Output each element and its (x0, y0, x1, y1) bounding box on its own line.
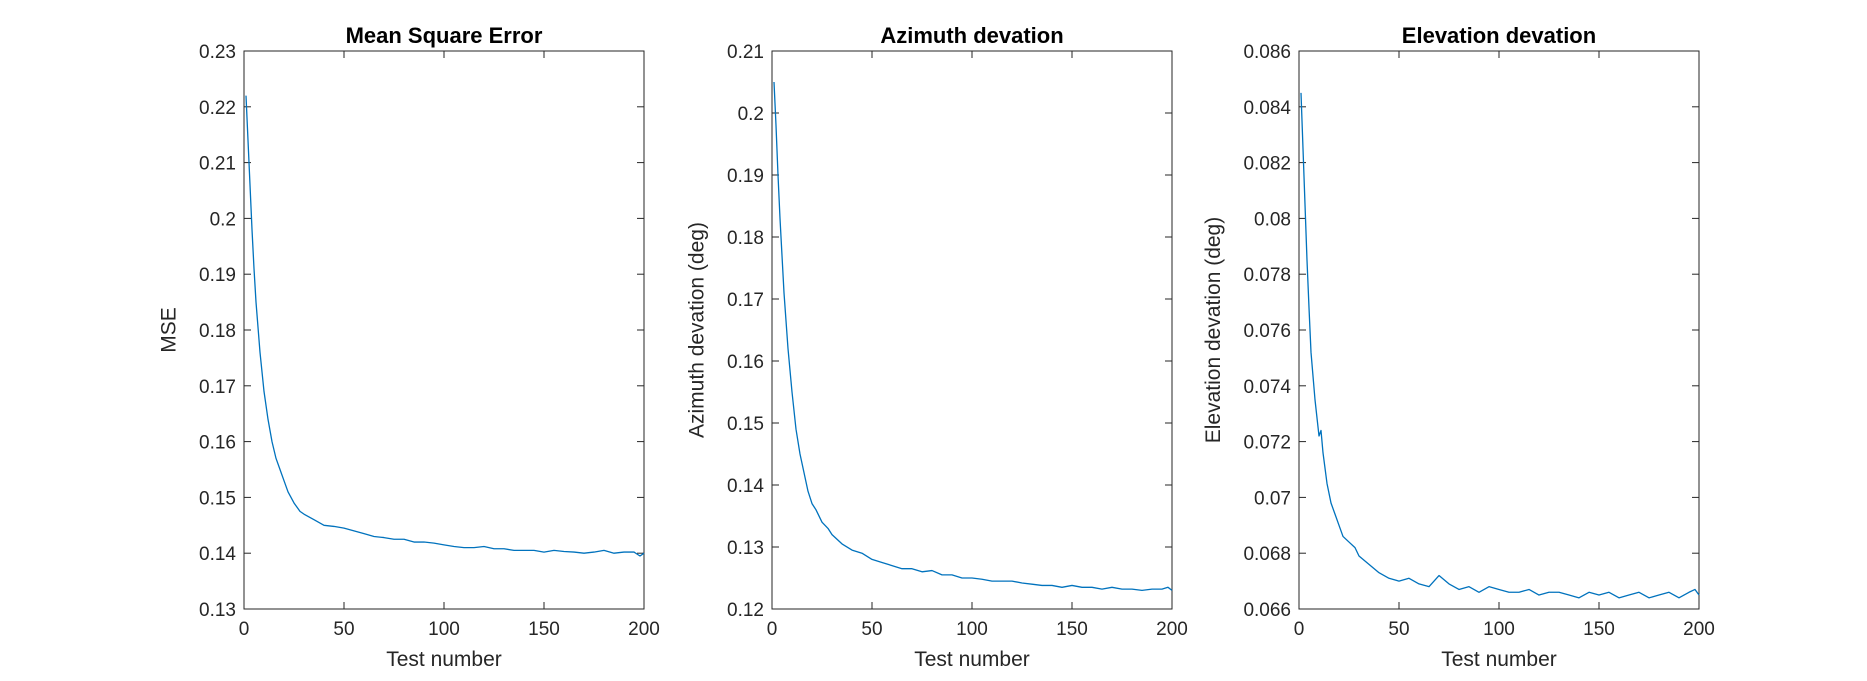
x-tick-label: 100 (956, 619, 988, 640)
y-tick-label: 0.084 (1243, 98, 1291, 119)
x-tick-label: 150 (528, 619, 560, 640)
x-tick-label: 100 (1483, 619, 1515, 640)
x-tick-label: 50 (861, 619, 882, 640)
y-tick-label: 0.14 (199, 544, 236, 565)
y-tick-label: 0.19 (199, 265, 236, 286)
y-tick-label: 0.17 (727, 290, 764, 311)
y-tick-label: 0.078 (1243, 265, 1291, 286)
y-axis-label: MSE (158, 307, 181, 353)
x-tick-label: 0 (1294, 619, 1305, 640)
y-axis-label: Azimuth devation (deg) (686, 222, 709, 438)
x-tick-label: 200 (628, 619, 660, 640)
y-tick-label: 0.076 (1243, 321, 1291, 342)
y-tick-label: 0.086 (1243, 42, 1291, 63)
y-tick-label: 0.15 (727, 414, 764, 435)
plot-frame (243, 50, 645, 610)
x-tick-label: 100 (428, 619, 460, 640)
y-tick-label: 0.07 (1254, 488, 1291, 509)
x-tick-label: 50 (333, 619, 354, 640)
y-tick-label: 0.08 (1254, 209, 1291, 230)
y-tick-label: 0.13 (199, 600, 236, 621)
x-tick-label: 150 (1583, 619, 1615, 640)
x-tick-label: 200 (1156, 619, 1188, 640)
x-tick-label: 50 (1388, 619, 1409, 640)
y-tick-label: 0.072 (1243, 433, 1291, 454)
y-tick-label: 0.12 (727, 600, 764, 621)
y-tick-label: 0.066 (1243, 600, 1291, 621)
y-tick-label: 0.19 (727, 166, 764, 187)
chart-title: Azimuth devation (880, 23, 1063, 48)
y-tick-label: 0.16 (727, 352, 764, 373)
y-tick-label: 0.17 (199, 377, 236, 398)
x-tick-label: 0 (767, 619, 778, 640)
y-axis-label: Elevation devation (deg) (1202, 217, 1225, 443)
plot-frame (771, 50, 1173, 610)
y-tick-label: 0.14 (727, 476, 764, 497)
y-tick-label: 0.16 (199, 433, 236, 454)
x-axis-label: Test number (386, 648, 502, 671)
y-tick-label: 0.068 (1243, 544, 1291, 565)
y-tick-label: 0.15 (199, 488, 236, 509)
x-tick-label: 0 (239, 619, 250, 640)
y-tick-label: 0.21 (727, 42, 764, 63)
x-axis-label: Test number (914, 648, 1030, 671)
y-tick-label: 0.18 (727, 228, 764, 249)
y-tick-label: 0.18 (199, 321, 236, 342)
y-tick-label: 0.2 (738, 104, 764, 125)
chart-title: Mean Square Error (346, 23, 543, 48)
series-line (773, 81, 1173, 592)
y-tick-label: 0.13 (727, 538, 764, 559)
x-tick-label: 150 (1056, 619, 1088, 640)
y-tick-label: 0.22 (199, 98, 236, 119)
x-axis-label: Test number (1441, 648, 1557, 671)
series-line (245, 95, 645, 557)
y-tick-label: 0.21 (199, 154, 236, 175)
y-tick-label: 0.23 (199, 42, 236, 63)
chart-title: Elevation devation (1402, 23, 1596, 48)
chart-panel-2: 0 50 100 150 200 0.12 0.13 0.14 0.15 0.16 0.17 0.18… (686, 23, 1188, 671)
plot-frame (1298, 50, 1700, 610)
chart-panel-1: 0 50 100 150 200 0.13 0.14 0.15 0.16 0.17 0.18 0.19… (158, 23, 660, 671)
y-tick-label: 0.074 (1243, 377, 1291, 398)
y-tick-label: 0.2 (210, 209, 236, 230)
chart-panel-3: 0 50 100 150 200 0.066 0.068 0.07 0.072 0.074 0.07… (1202, 23, 1715, 671)
x-tick-label: 200 (1683, 619, 1715, 640)
y-tick-label: 0.082 (1243, 154, 1291, 175)
series-line (1300, 92, 1700, 599)
